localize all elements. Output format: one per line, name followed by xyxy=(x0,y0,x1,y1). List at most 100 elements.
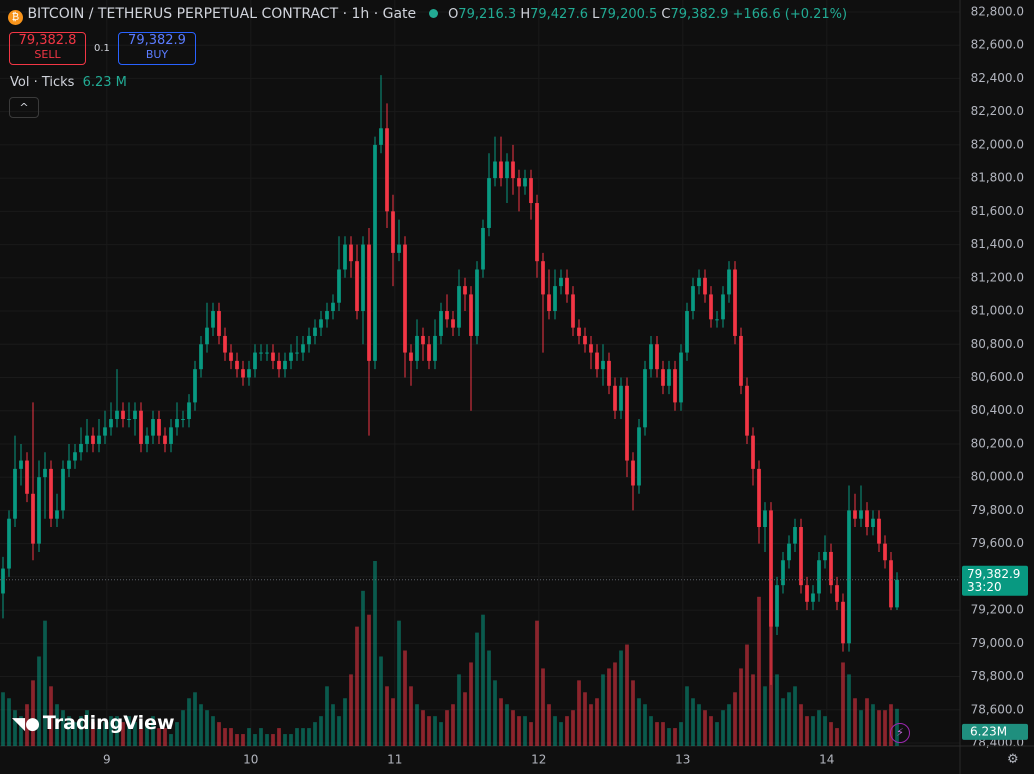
volume-bar xyxy=(427,716,431,746)
volume-bar xyxy=(535,620,539,746)
volume-bar xyxy=(631,680,635,746)
volume-bar xyxy=(745,644,749,746)
lightning-button[interactable]: ⚡ xyxy=(890,723,910,743)
candle-body xyxy=(649,344,653,370)
y-tick-label: 78,600.0 xyxy=(971,702,1024,716)
y-tick-label: 82,600.0 xyxy=(971,38,1024,52)
candle-body xyxy=(103,427,107,436)
volume-bar xyxy=(19,716,23,746)
volume-bar xyxy=(343,698,347,746)
candle-body xyxy=(115,410,119,420)
candle-body xyxy=(247,369,251,378)
candle-body xyxy=(571,294,575,328)
candle-body xyxy=(331,302,335,312)
volume-bar xyxy=(667,728,671,746)
volume-bar xyxy=(331,704,335,746)
status-dot xyxy=(428,9,438,18)
volume-bar xyxy=(553,716,557,746)
volume-bar xyxy=(715,722,719,746)
candle-body xyxy=(487,178,491,228)
candle-body xyxy=(859,510,863,519)
volume-bar xyxy=(283,734,287,746)
y-tick-label: 82,400.0 xyxy=(971,71,1024,85)
candle-body xyxy=(385,128,389,212)
volume-bar xyxy=(487,650,491,746)
candle-body xyxy=(337,269,341,303)
volume-bar xyxy=(295,728,299,746)
volume-bar xyxy=(313,722,317,746)
candle-body xyxy=(283,360,287,370)
candle-body xyxy=(709,294,713,320)
candle-body xyxy=(643,369,647,428)
candle-body xyxy=(403,244,407,353)
candle-body xyxy=(355,261,359,312)
volume-bar xyxy=(385,686,389,746)
volume-bar xyxy=(679,722,683,746)
y-tick-label: 79,800.0 xyxy=(971,503,1024,517)
candle-body xyxy=(49,468,53,519)
candle-body xyxy=(739,335,743,386)
candle-body xyxy=(253,352,257,370)
volume-bar xyxy=(421,710,425,746)
volume-bar xyxy=(643,704,647,746)
y-tick-label: 80,400.0 xyxy=(971,403,1024,417)
y-tick-label: 81,400.0 xyxy=(971,237,1024,251)
candle-body xyxy=(367,244,371,361)
buy-label: BUY xyxy=(145,48,169,61)
candle-body xyxy=(463,286,467,295)
candle-body xyxy=(757,468,761,528)
collapse-button[interactable]: ^ xyxy=(9,97,39,118)
sell-button[interactable]: 79,382.8 SELL xyxy=(9,32,86,65)
volume-bar xyxy=(181,710,185,746)
candle-body xyxy=(847,510,851,644)
candle-body xyxy=(211,311,215,328)
candle-body xyxy=(43,468,47,478)
x-tick-label: 10 xyxy=(243,753,258,767)
volume-bar xyxy=(619,650,623,746)
candle-body xyxy=(769,510,773,627)
volume-bar xyxy=(85,710,89,746)
volume-bar xyxy=(7,698,11,746)
volume-bar xyxy=(79,716,83,746)
candle-body xyxy=(37,477,41,544)
volume-bar xyxy=(145,722,149,746)
volume-bar xyxy=(589,704,593,746)
volume-bar xyxy=(517,716,521,746)
volume-bar xyxy=(205,710,209,746)
candle-body xyxy=(415,335,419,361)
volume-bar xyxy=(697,704,701,746)
volume-bar xyxy=(685,686,689,746)
candle-body xyxy=(805,585,809,602)
volume-tag-value: 6.23M xyxy=(970,724,1007,738)
volume-bar xyxy=(265,734,269,746)
volume-bar xyxy=(601,674,605,746)
ohlc-key: L xyxy=(592,7,600,22)
volume-bar xyxy=(391,698,395,746)
volume-bar xyxy=(595,698,599,746)
volume-bar xyxy=(157,728,161,746)
candle-body xyxy=(175,419,179,428)
candle-body xyxy=(787,543,791,561)
candle-body xyxy=(751,435,755,469)
volume-bar xyxy=(763,686,767,746)
volume-title: Vol · Ticks xyxy=(10,75,75,90)
volume-bar xyxy=(775,674,779,746)
volume-bar xyxy=(583,692,587,746)
candle-body xyxy=(241,369,245,378)
volume-bar xyxy=(721,710,725,746)
volume-bar xyxy=(397,620,401,746)
candle-body xyxy=(85,435,89,444)
volume-bar xyxy=(835,728,839,746)
settings-button[interactable]: ⚙ xyxy=(1007,752,1019,767)
quantity[interactable]: 0.1 xyxy=(94,43,110,54)
candle-body xyxy=(397,244,401,253)
volume-bar xyxy=(529,722,533,746)
volume-bar xyxy=(793,686,797,746)
candle-body xyxy=(475,269,479,336)
volume-bar xyxy=(175,722,179,746)
volume-bar xyxy=(199,704,203,746)
buy-button[interactable]: 79,382.9 BUY xyxy=(118,32,196,65)
price-tag xyxy=(962,565,1028,596)
buy-price: 79,382.9 xyxy=(128,33,186,48)
candle-body xyxy=(583,335,587,345)
